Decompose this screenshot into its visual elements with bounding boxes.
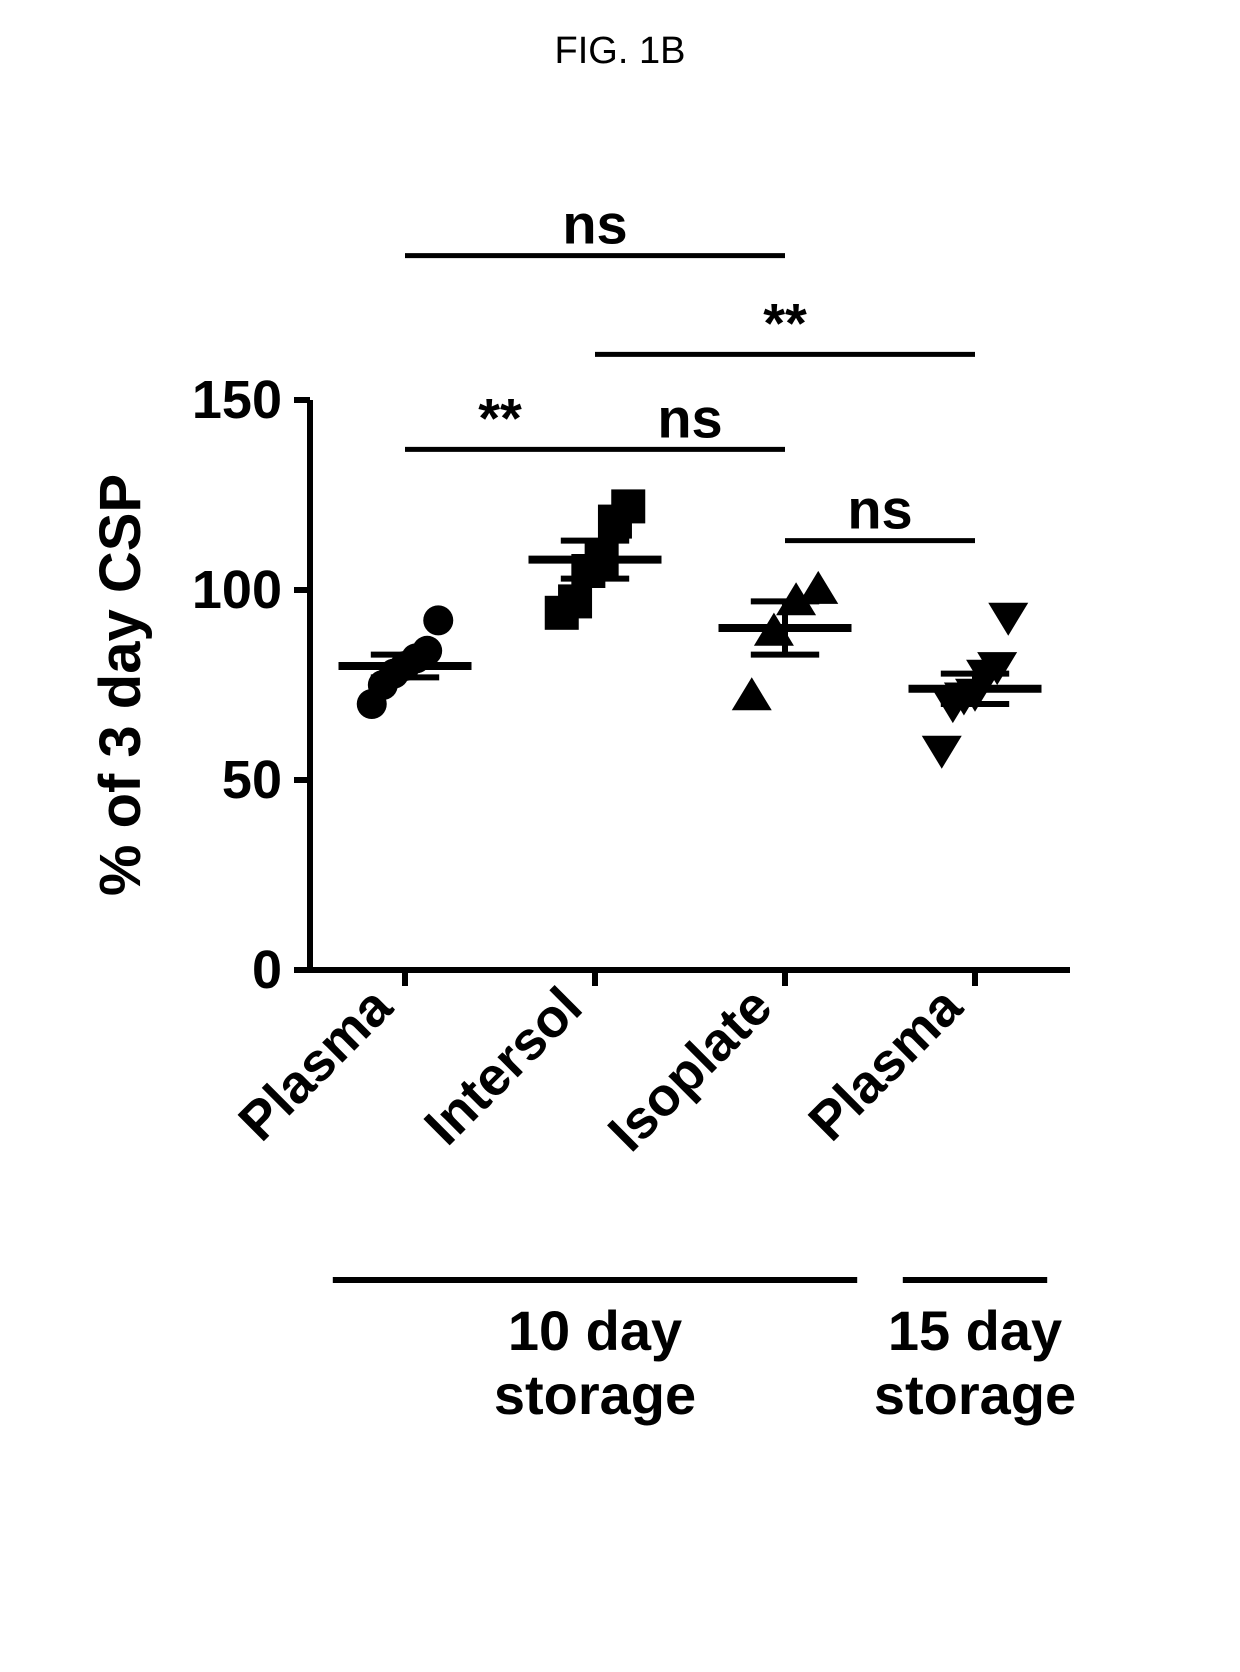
figure-title: FIG. 1B (0, 30, 1240, 73)
data-point (558, 584, 592, 618)
data-point (611, 489, 645, 523)
x-tick-label: Plasma (797, 975, 974, 1152)
x-tick-label: Intersol (413, 976, 593, 1156)
significance-label: ** (763, 291, 807, 354)
group-label: storage (494, 1363, 696, 1426)
group-label: storage (874, 1363, 1076, 1426)
data-point (412, 636, 442, 666)
data-point (922, 736, 962, 769)
significance-label: ns (847, 478, 912, 541)
significance-label: ns (657, 386, 722, 449)
y-tick-label: 100 (192, 560, 282, 620)
y-tick-label: 150 (192, 370, 282, 430)
significance-label: ** (478, 386, 522, 449)
group-label: 10 day (508, 1299, 682, 1362)
y-axis-label: % of 3 day CSP (88, 474, 153, 896)
x-tick-label: Isoplate (597, 976, 784, 1163)
data-point (988, 603, 1028, 636)
significance-label: ns (562, 193, 627, 256)
y-tick-label: 0 (252, 940, 282, 1000)
data-point (423, 605, 453, 635)
group-label: 15 day (888, 1299, 1062, 1362)
y-tick-label: 50 (222, 750, 282, 810)
x-tick-label: Plasma (227, 975, 404, 1152)
data-point (732, 677, 772, 710)
scatter-chart: 050100150% of 3 day CSPPlasmaIntersolIso… (50, 100, 1190, 1660)
